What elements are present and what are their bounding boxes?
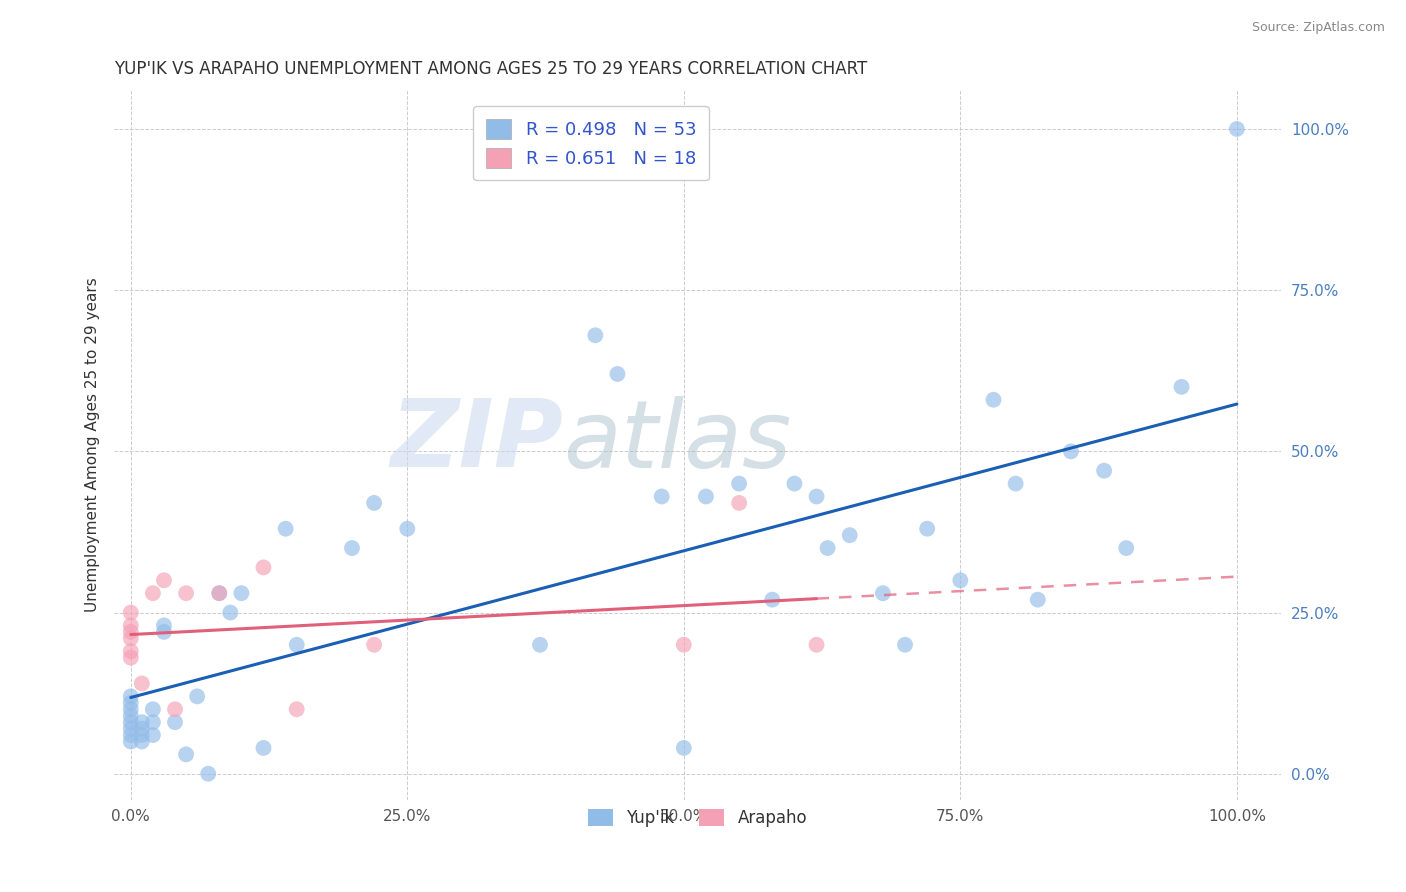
- Point: [120, 715, 142, 730]
- Point: [120, 644, 142, 658]
- Point: [817, 541, 839, 555]
- Point: [252, 560, 274, 574]
- Point: [131, 734, 153, 748]
- Point: [761, 592, 783, 607]
- Point: [153, 574, 176, 588]
- Point: [186, 690, 208, 704]
- Point: [1004, 476, 1026, 491]
- Point: [363, 638, 385, 652]
- Point: [163, 715, 186, 730]
- Text: YUP'IK VS ARAPAHO UNEMPLOYMENT AMONG AGES 25 TO 29 YEARS CORRELATION CHART: YUP'IK VS ARAPAHO UNEMPLOYMENT AMONG AGE…: [114, 60, 868, 78]
- Point: [120, 690, 142, 704]
- Point: [872, 586, 894, 600]
- Point: [1060, 444, 1083, 458]
- Point: [606, 367, 628, 381]
- Point: [806, 638, 828, 652]
- Text: ZIP: ZIP: [391, 395, 564, 487]
- Point: [142, 702, 165, 716]
- Point: [120, 702, 142, 716]
- Point: [142, 715, 165, 730]
- Point: [120, 708, 142, 723]
- Point: [120, 696, 142, 710]
- Point: [231, 586, 253, 600]
- Point: [285, 702, 308, 716]
- Point: [806, 490, 828, 504]
- Point: [783, 476, 806, 491]
- Point: [274, 522, 297, 536]
- Point: [153, 624, 176, 639]
- Point: [672, 638, 695, 652]
- Point: [285, 638, 308, 652]
- Point: [131, 722, 153, 736]
- Point: [120, 722, 142, 736]
- Text: Source: ZipAtlas.com: Source: ZipAtlas.com: [1251, 21, 1385, 34]
- Point: [142, 728, 165, 742]
- Point: [1026, 592, 1049, 607]
- Point: [728, 476, 751, 491]
- Point: [120, 650, 142, 665]
- Point: [131, 715, 153, 730]
- Point: [983, 392, 1005, 407]
- Point: [651, 490, 673, 504]
- Point: [197, 766, 219, 780]
- Point: [219, 606, 242, 620]
- Point: [142, 586, 165, 600]
- Y-axis label: Unemployment Among Ages 25 to 29 years: Unemployment Among Ages 25 to 29 years: [86, 277, 100, 612]
- Point: [208, 586, 231, 600]
- Point: [1115, 541, 1137, 555]
- Point: [120, 728, 142, 742]
- Text: atlas: atlas: [564, 396, 792, 487]
- Point: [672, 740, 695, 755]
- Point: [1226, 122, 1249, 136]
- Point: [583, 328, 606, 343]
- Point: [120, 606, 142, 620]
- Point: [728, 496, 751, 510]
- Point: [340, 541, 363, 555]
- Point: [174, 586, 197, 600]
- Point: [120, 734, 142, 748]
- Point: [131, 676, 153, 690]
- Point: [915, 522, 938, 536]
- Point: [153, 618, 176, 632]
- Point: [163, 702, 186, 716]
- Point: [396, 522, 419, 536]
- Point: [363, 496, 385, 510]
- Point: [252, 740, 274, 755]
- Point: [838, 528, 860, 542]
- Point: [695, 490, 717, 504]
- Point: [120, 618, 142, 632]
- Point: [208, 586, 231, 600]
- Point: [1170, 380, 1192, 394]
- Point: [529, 638, 551, 652]
- Point: [949, 574, 972, 588]
- Point: [120, 632, 142, 646]
- Point: [1092, 464, 1115, 478]
- Legend: Yup'ik, Arapaho: Yup'ik, Arapaho: [581, 802, 814, 834]
- Point: [131, 728, 153, 742]
- Point: [120, 624, 142, 639]
- Point: [894, 638, 917, 652]
- Point: [174, 747, 197, 762]
